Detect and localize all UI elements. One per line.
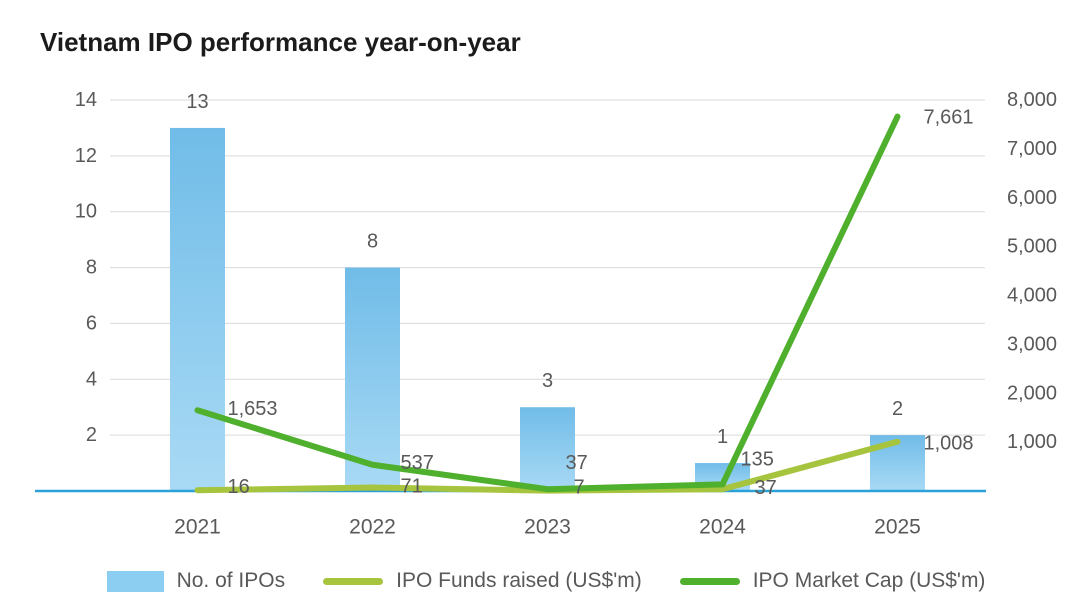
left-axis-tick: 10 <box>75 201 97 223</box>
right-axis-tick: 6,000 <box>1007 187 1057 209</box>
bar-2022 <box>345 267 400 491</box>
legend-label-ipos: No. of IPOs <box>176 569 286 592</box>
left-axis-tick: 12 <box>75 145 97 167</box>
line-swatch-market-cap-icon <box>679 577 740 585</box>
left-axis-tick: 2 <box>86 424 97 446</box>
bar-2023 <box>520 407 575 491</box>
right-axis-tick: 5,000 <box>1007 236 1057 258</box>
right-axis-tick: 2,000 <box>1007 382 1057 404</box>
line-label: 7 <box>574 477 585 499</box>
legend-label-funds-raised: IPO Funds raised (US$'m) <box>396 569 642 592</box>
line-label: 37 <box>755 477 777 499</box>
right-axis-tick: 7,000 <box>1007 138 1057 160</box>
line-label: 1,653 <box>228 398 278 420</box>
chart-legend: No. of IPOs IPO Funds raised (US$'m) IPO… <box>0 569 1092 593</box>
market-cap-line <box>194 113 901 493</box>
bar-label: 3 <box>542 370 553 392</box>
line-label: 16 <box>228 476 250 498</box>
line-label: 537 <box>401 452 434 474</box>
x-axis-label: 2025 <box>874 516 921 539</box>
x-axis-label: 2022 <box>349 516 396 539</box>
bar-label: 2 <box>892 398 903 420</box>
right-axis-tick: 4,000 <box>1007 285 1057 307</box>
x-axis-label: 2023 <box>524 516 571 539</box>
line-swatch-funds-icon <box>323 577 384 585</box>
chart-title: Vietnam IPO performance year-on-year <box>40 27 521 57</box>
x-axis-label: 2021 <box>174 516 221 539</box>
right-axis-tick: 1,000 <box>1007 431 1057 453</box>
legend-label-market-cap: IPO Market Cap (US$'m) <box>752 569 986 592</box>
bar-label: 8 <box>367 231 378 253</box>
line-label: 1,008 <box>924 433 974 455</box>
line-label: 71 <box>401 476 423 498</box>
bar-2021 <box>170 127 225 491</box>
bar-label: 13 <box>186 91 208 113</box>
right-axis-tick: 8,000 <box>1007 89 1057 111</box>
left-axis-tick: 6 <box>86 312 97 334</box>
left-axis-tick: 14 <box>75 89 97 111</box>
legend-item-funds-raised: IPO Funds raised (US$'m) <box>323 569 642 593</box>
line-label: 135 <box>741 448 774 470</box>
legend-item-ipos: No. of IPOs <box>106 569 286 593</box>
bar-swatch-icon <box>106 570 164 592</box>
left-axis-tick: 4 <box>86 368 97 390</box>
right-axis-tick: 3,000 <box>1007 333 1057 355</box>
left-axis-tick: 8 <box>86 257 97 279</box>
line-label: 7,661 <box>924 107 974 129</box>
x-axis-label: 2024 <box>699 516 746 539</box>
legend-item-market-cap: IPO Market Cap (US$'m) <box>679 569 986 593</box>
line-label: 37 <box>566 452 588 474</box>
bar-label: 1 <box>717 426 728 448</box>
